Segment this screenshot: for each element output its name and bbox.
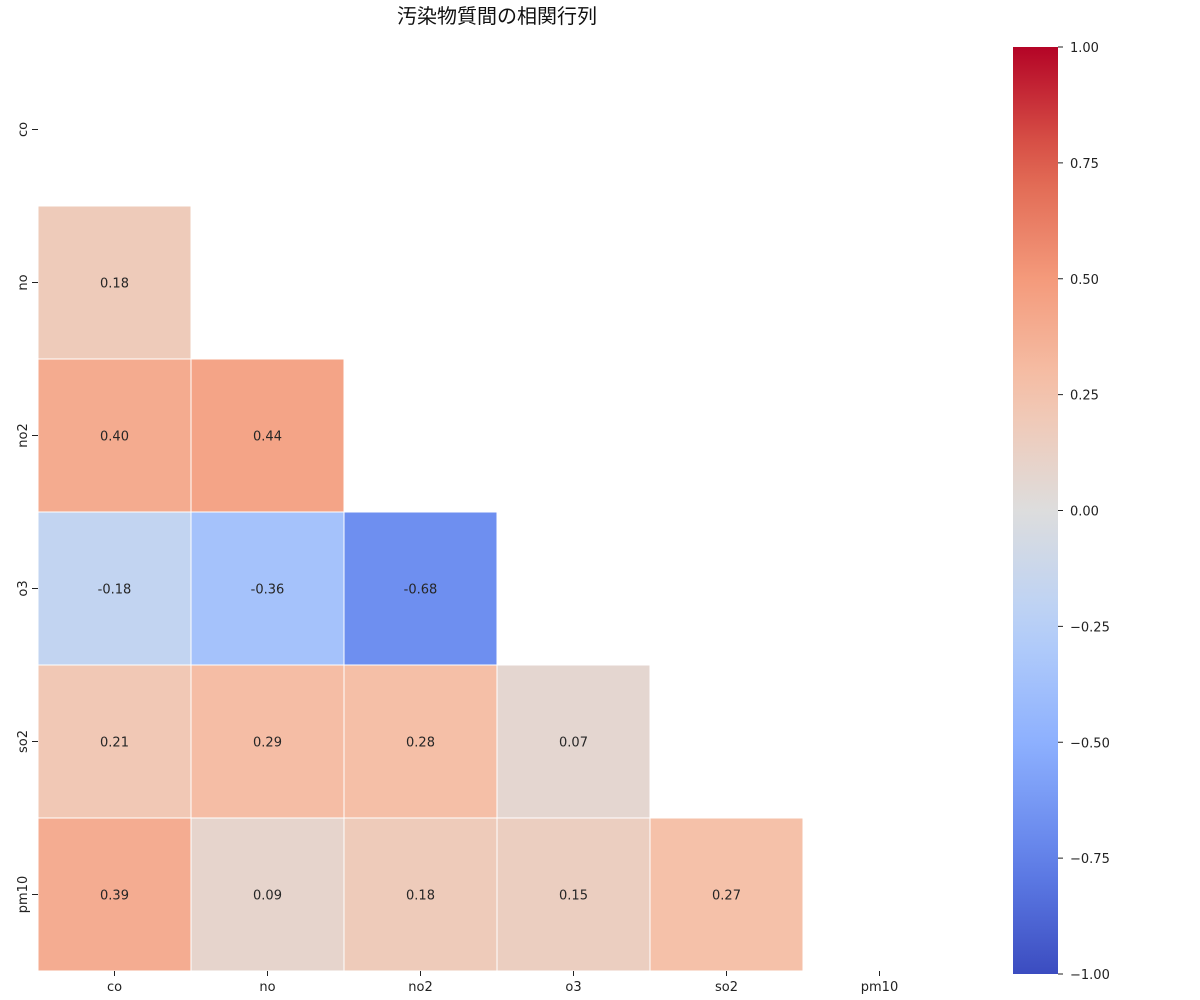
heatmap-cell bbox=[37, 511, 192, 666]
heatmap-cell bbox=[496, 664, 651, 819]
x-tick-label: no bbox=[259, 980, 275, 995]
cell-value-label: -0.18 bbox=[98, 583, 132, 598]
cell-value-label: 0.29 bbox=[253, 736, 282, 751]
colorbar-tick-label: 1.00 bbox=[1070, 41, 1099, 56]
x-tick-label: o3 bbox=[565, 980, 581, 995]
colorbar-tick-label: −0.50 bbox=[1070, 736, 1110, 751]
x-tick-label: co bbox=[107, 980, 122, 995]
cell-value-label: 0.21 bbox=[100, 736, 129, 751]
colorbar-tick-label: 0.75 bbox=[1070, 157, 1099, 172]
colorbar-tick-label: −0.25 bbox=[1070, 620, 1110, 635]
y-axis-tick-labels: co no no2 o3 so2 pm10 bbox=[16, 122, 38, 913]
cell-value-label: 0.09 bbox=[253, 889, 282, 904]
cell-value-label: 0.44 bbox=[253, 430, 282, 445]
y-tick-label: no2 bbox=[16, 423, 31, 447]
cell-value-label: -0.68 bbox=[404, 583, 438, 598]
colorbar-tick-label: 0.25 bbox=[1070, 389, 1099, 404]
heatmap-cell bbox=[190, 511, 345, 666]
cell-value-label: -0.36 bbox=[251, 583, 285, 598]
cell-value-label: 0.40 bbox=[100, 430, 129, 445]
heatmap-cell bbox=[190, 817, 345, 972]
heatmap-cell bbox=[343, 817, 498, 972]
heatmap-cell bbox=[190, 664, 345, 819]
cell-value-label: 0.27 bbox=[712, 889, 741, 904]
y-tick-label: o3 bbox=[16, 580, 31, 596]
cell-value-label: 0.18 bbox=[406, 889, 435, 904]
cell-value-label: 0.28 bbox=[406, 736, 435, 751]
heatmap-cell bbox=[190, 358, 345, 513]
cell-value-label: 0.15 bbox=[559, 889, 588, 904]
x-tick-label: so2 bbox=[715, 980, 738, 995]
y-tick-label: co bbox=[16, 122, 31, 137]
colorbar: 1.00 0.75 0.50 0.25 0.00 −0.25 −0.50 −0.75 −1.00 bbox=[1013, 41, 1110, 983]
x-tick-label: no2 bbox=[408, 980, 432, 995]
y-tick-label: so2 bbox=[16, 730, 31, 753]
heatmap-cell bbox=[37, 358, 192, 513]
colorbar-tick-label: −0.75 bbox=[1070, 852, 1110, 867]
colorbar-tick-label: 0.50 bbox=[1070, 273, 1099, 288]
chart-title: 汚染物質間の相関行列 bbox=[397, 4, 597, 28]
cell-value-label: 0.07 bbox=[559, 736, 588, 751]
x-axis-tick-labels: co no no2 o3 so2 pm10 bbox=[107, 971, 898, 995]
heatmap-cell bbox=[649, 817, 804, 972]
x-tick-label: pm10 bbox=[861, 980, 898, 995]
heatmap-cells: 0.18 0.40 0.44 -0.18 -0.36 -0.68 0.21 0.29 0.28 0… bbox=[37, 205, 804, 972]
heatmap-cell bbox=[496, 817, 651, 972]
y-tick-label: pm10 bbox=[16, 876, 31, 913]
cell-value-label: 0.39 bbox=[100, 889, 129, 904]
cell-value-label: 0.18 bbox=[100, 277, 129, 292]
colorbar-tick-label: −1.00 bbox=[1070, 968, 1110, 983]
heatmap-cell bbox=[343, 511, 498, 666]
heatmap-cell bbox=[37, 664, 192, 819]
heatmap-cell bbox=[37, 205, 192, 360]
y-tick-label: no bbox=[16, 274, 31, 290]
colorbar-tick-label: 0.00 bbox=[1070, 505, 1099, 520]
colorbar-gradient bbox=[1013, 47, 1058, 974]
